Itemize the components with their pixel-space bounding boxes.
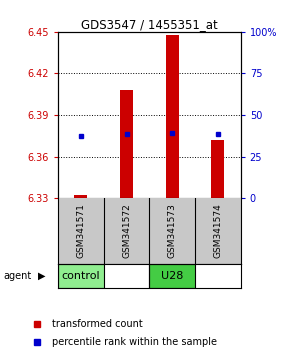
Bar: [120, 90, 133, 198]
Bar: [166, 35, 179, 198]
Text: GSM341574: GSM341574: [213, 204, 222, 258]
Bar: [58, 264, 104, 288]
Text: GSM341573: GSM341573: [168, 204, 177, 258]
Bar: [211, 140, 224, 198]
Text: U28: U28: [161, 271, 183, 281]
Text: percentile rank within the sample: percentile rank within the sample: [52, 337, 217, 347]
Text: agent: agent: [3, 271, 31, 281]
Text: GSM341571: GSM341571: [76, 204, 85, 258]
Text: control: control: [61, 271, 100, 281]
Bar: [75, 195, 87, 198]
Title: GDS3547 / 1455351_at: GDS3547 / 1455351_at: [81, 18, 218, 31]
Text: transformed count: transformed count: [52, 319, 143, 329]
Text: GSM341572: GSM341572: [122, 204, 131, 258]
Bar: [149, 264, 195, 288]
Text: ▶: ▶: [38, 271, 45, 281]
